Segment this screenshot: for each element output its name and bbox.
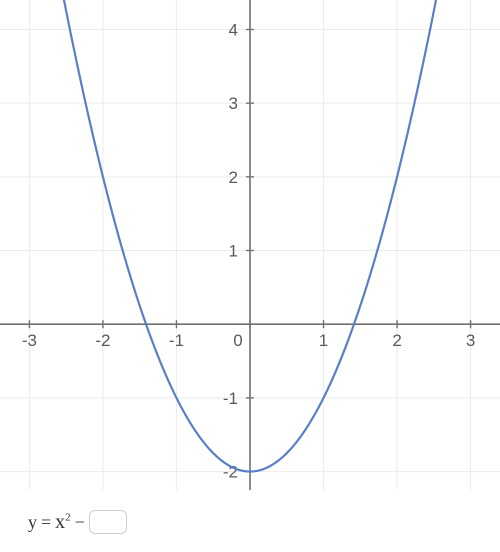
equation-lhs: y bbox=[28, 512, 37, 533]
svg-text:2: 2 bbox=[392, 331, 401, 350]
equation-operator: − bbox=[75, 512, 85, 533]
equation-row: y = x2 − bbox=[28, 510, 127, 534]
svg-text:1: 1 bbox=[319, 331, 328, 350]
svg-text:4: 4 bbox=[229, 20, 238, 39]
equation-equals: = bbox=[41, 512, 51, 533]
equation-term1-base: x bbox=[55, 511, 65, 533]
svg-text:0: 0 bbox=[233, 331, 242, 350]
svg-text:-1: -1 bbox=[169, 331, 184, 350]
equation-term1: x2 bbox=[55, 511, 71, 534]
equation-term1-exp: 2 bbox=[65, 511, 71, 523]
parabola-chart: -3-2-10123-2-11234 bbox=[0, 0, 500, 490]
equation-constant-input[interactable] bbox=[89, 510, 127, 534]
svg-text:1: 1 bbox=[229, 242, 238, 261]
svg-text:3: 3 bbox=[466, 331, 475, 350]
svg-text:3: 3 bbox=[229, 94, 238, 113]
svg-text:-2: -2 bbox=[95, 331, 110, 350]
svg-text:-3: -3 bbox=[22, 331, 37, 350]
svg-text:2: 2 bbox=[229, 168, 238, 187]
svg-text:-1: -1 bbox=[223, 389, 238, 408]
